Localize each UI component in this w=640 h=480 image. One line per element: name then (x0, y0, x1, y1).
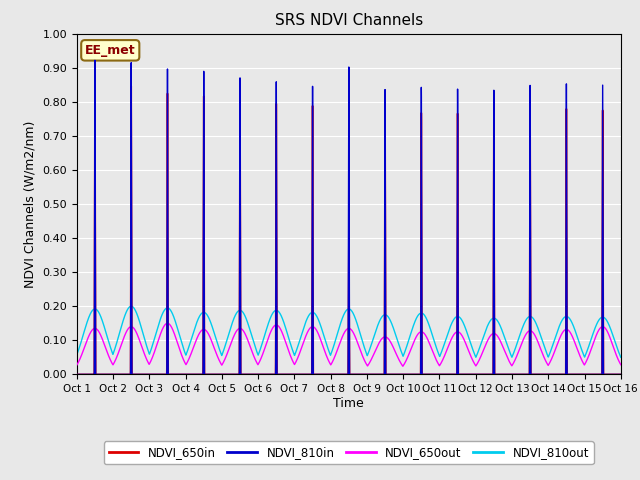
NDVI_650out (615, 359, 623, 364)
Line: NDVI_810out: NDVI_810out (77, 306, 621, 357)
NDVI_650in (276, 372, 284, 377)
Line: NDVI_650out: NDVI_650out (77, 324, 621, 366)
NDVI_650out (164, 321, 172, 326)
NDVI_650in (127, 84, 135, 89)
NDVI_650out (424, 337, 432, 343)
NDVI_650out (73, 362, 81, 368)
NDVI_810in (276, 372, 284, 377)
NDVI_810out (615, 350, 623, 356)
NDVI_650in (617, 372, 625, 377)
NDVI_810in (184, 372, 191, 377)
NDVI_810in (424, 372, 431, 377)
NDVI_650in (615, 372, 623, 377)
Title: SRS NDVI Channels: SRS NDVI Channels (275, 13, 423, 28)
NDVI_650out (617, 362, 625, 368)
NDVI_650out (189, 345, 197, 351)
NDVI_650in (73, 372, 81, 377)
NDVI_810out (276, 312, 284, 317)
NDVI_810out (73, 352, 81, 358)
Line: NDVI_650in: NDVI_650in (77, 86, 621, 374)
NDVI_650in (184, 372, 191, 377)
NDVI_810out (189, 330, 197, 336)
NDVI_810out (127, 303, 135, 309)
NDVI_810in (91, 58, 99, 63)
NDVI_650in (501, 372, 509, 377)
NDVI_810in (501, 372, 509, 377)
X-axis label: Time: Time (333, 397, 364, 410)
NDVI_810in (615, 372, 623, 377)
NDVI_810out (184, 348, 191, 354)
NDVI_810out (472, 354, 480, 360)
NDVI_650in (424, 372, 431, 377)
NDVI_810in (189, 372, 197, 377)
NDVI_810out (501, 336, 509, 342)
NDVI_810in (73, 372, 81, 377)
NDVI_650out (184, 359, 191, 365)
NDVI_650out (399, 363, 406, 369)
Text: EE_met: EE_met (85, 44, 136, 57)
Legend: NDVI_650in, NDVI_810in, NDVI_650out, NDVI_810out: NDVI_650in, NDVI_810in, NDVI_650out, NDV… (104, 442, 594, 464)
NDVI_810out (617, 354, 625, 360)
Line: NDVI_810in: NDVI_810in (77, 60, 621, 374)
NDVI_810in (617, 372, 625, 377)
Y-axis label: NDVI Channels (W/m2/nm): NDVI Channels (W/m2/nm) (24, 120, 36, 288)
NDVI_650out (276, 326, 284, 332)
NDVI_650in (189, 372, 197, 377)
NDVI_650out (501, 349, 509, 355)
NDVI_810out (424, 319, 431, 325)
